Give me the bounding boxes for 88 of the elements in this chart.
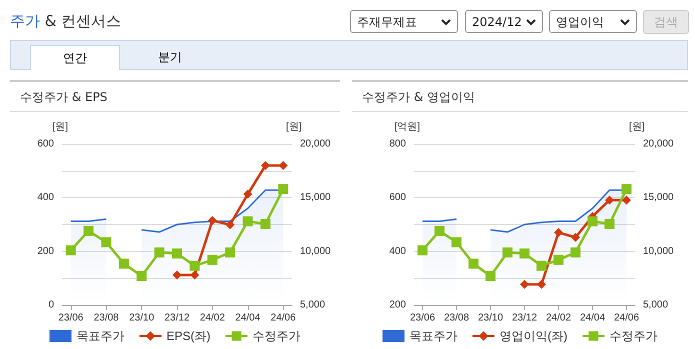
x-tick-label: 23/10	[129, 312, 155, 324]
x-tick-label: 23/12	[164, 312, 190, 324]
point	[243, 190, 252, 199]
y2-tick-label: 15,000	[643, 192, 674, 204]
text: 영업이익	[556, 15, 604, 29]
legend-label: 영업이익(좌)	[500, 329, 568, 343]
point	[136, 271, 147, 282]
legend-label: 수정주가	[252, 329, 300, 343]
point	[520, 248, 530, 258]
x-tick-label: 23/12	[512, 312, 538, 324]
legend-label: 수정주가	[609, 329, 658, 343]
x-tick-label: 23/08	[444, 312, 470, 324]
chart-title: 수정주가 & 영업이익	[352, 82, 688, 112]
point	[502, 247, 512, 258]
point	[622, 184, 632, 194]
x-tick-label: 23/06	[410, 312, 436, 324]
y-tick-label: 400	[389, 246, 406, 257]
text: 주재무제표	[357, 15, 417, 29]
point	[452, 237, 462, 248]
point	[172, 248, 182, 258]
point	[604, 218, 614, 229]
point	[536, 260, 546, 271]
x-tick-label: 24/04	[235, 312, 261, 324]
point	[570, 247, 580, 258]
y2-axis-title: [원]	[286, 122, 302, 132]
point	[434, 226, 444, 236]
chart-title: 수정주가 & EPS	[10, 82, 340, 112]
point	[242, 216, 253, 226]
x-tick-label: 24/06	[270, 312, 296, 324]
point	[208, 216, 217, 225]
y2-tick-label: 15,000	[300, 192, 332, 204]
point	[226, 220, 235, 230]
y2-tick-label: 10,000	[643, 246, 674, 257]
point	[225, 247, 236, 258]
legend-label: 목표주가	[410, 329, 458, 343]
point	[101, 237, 112, 248]
point	[190, 270, 200, 280]
x-tick-label: 23/10	[478, 312, 504, 324]
point	[588, 216, 598, 226]
text: 검색	[643, 10, 689, 34]
point	[468, 258, 478, 269]
y2-tick-label: 5,000	[300, 300, 326, 310]
x-tick-label: 23/08	[94, 312, 120, 324]
point	[190, 260, 200, 271]
legend-label: 목표주가	[76, 329, 124, 343]
y-tick-label: 600	[37, 138, 54, 150]
point	[418, 245, 428, 256]
point	[571, 232, 580, 242]
point	[84, 226, 94, 236]
y2-tick-label: 5,000	[643, 300, 668, 310]
y-tick-label: 200	[389, 300, 406, 310]
text: 연간	[30, 45, 120, 70]
text: 2024/12	[472, 15, 522, 29]
x-tick-label: 24/02	[546, 312, 572, 324]
point	[554, 228, 563, 238]
point	[260, 218, 270, 229]
legend-label: EPS(좌)	[166, 329, 211, 343]
x-tick-label: 24/02	[200, 312, 226, 324]
y-tick-label: 800	[389, 138, 406, 150]
point	[278, 184, 288, 194]
point	[154, 247, 164, 258]
x-tick-label: 24/04	[580, 312, 606, 324]
point	[622, 196, 631, 205]
y2-tick-label: 20,000	[643, 138, 674, 150]
point	[172, 270, 182, 280]
y-tick-label: 600	[389, 192, 406, 204]
y-tick-label: 0	[48, 300, 54, 310]
text: 분기	[157, 49, 183, 66]
point	[486, 271, 496, 282]
y2-tick-label: 10,000	[300, 246, 332, 257]
point	[66, 245, 76, 256]
point	[605, 196, 614, 205]
y2-axis-title: [원]	[629, 122, 645, 132]
y2-tick-label: 20,000	[300, 138, 332, 150]
point	[118, 258, 129, 269]
point	[278, 160, 288, 170]
x-tick-label: 23/06	[58, 312, 84, 324]
point	[520, 280, 529, 289]
point	[260, 160, 270, 170]
y-axis-title: [억원]	[394, 122, 420, 132]
text: 주가 & 컨센서스	[10, 12, 122, 31]
point	[554, 254, 564, 265]
point	[207, 254, 218, 265]
y-tick-label: 200	[37, 246, 54, 257]
point	[537, 280, 546, 289]
y-tick-label: 400	[37, 192, 54, 204]
y-axis-title: [원]	[52, 122, 68, 132]
x-tick-label: 24/06	[614, 312, 640, 324]
